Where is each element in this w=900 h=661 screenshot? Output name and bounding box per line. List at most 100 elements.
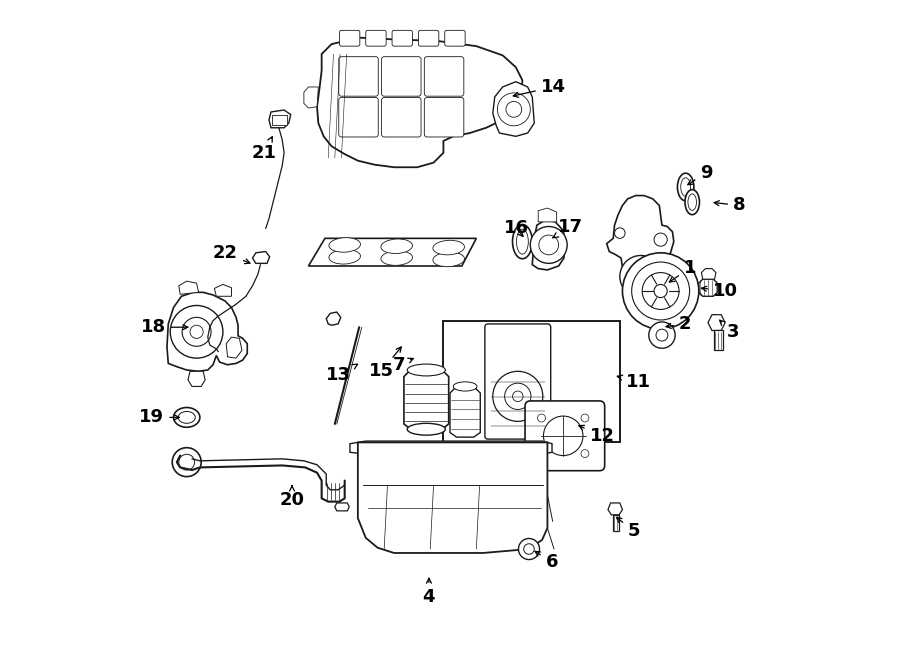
Polygon shape <box>450 387 481 437</box>
Circle shape <box>170 305 223 358</box>
Polygon shape <box>179 281 199 294</box>
FancyBboxPatch shape <box>339 30 360 46</box>
Text: 1: 1 <box>670 259 697 282</box>
Ellipse shape <box>688 194 697 210</box>
Text: 12: 12 <box>579 426 615 445</box>
Circle shape <box>649 322 675 348</box>
Polygon shape <box>358 442 547 553</box>
Text: 9: 9 <box>688 163 713 184</box>
Polygon shape <box>188 371 205 387</box>
Polygon shape <box>608 503 623 515</box>
Polygon shape <box>335 503 349 511</box>
Circle shape <box>498 93 530 126</box>
FancyBboxPatch shape <box>392 30 412 46</box>
Circle shape <box>581 414 589 422</box>
Circle shape <box>190 325 203 338</box>
Circle shape <box>620 255 662 297</box>
FancyBboxPatch shape <box>382 57 421 96</box>
Circle shape <box>506 101 522 117</box>
Circle shape <box>656 329 668 341</box>
Circle shape <box>654 284 667 297</box>
Text: 4: 4 <box>423 578 436 606</box>
Ellipse shape <box>178 411 195 423</box>
Text: 18: 18 <box>140 318 188 336</box>
Ellipse shape <box>433 241 464 255</box>
Polygon shape <box>532 220 565 270</box>
Bar <box>444 321 620 442</box>
Ellipse shape <box>678 173 694 201</box>
Text: 2: 2 <box>666 315 691 333</box>
Bar <box>613 515 619 531</box>
FancyBboxPatch shape <box>338 57 378 96</box>
Bar <box>273 115 287 125</box>
Ellipse shape <box>517 229 528 254</box>
Text: 15: 15 <box>369 347 401 380</box>
Text: 10: 10 <box>702 282 738 300</box>
Polygon shape <box>317 38 522 167</box>
FancyBboxPatch shape <box>338 97 378 137</box>
Polygon shape <box>708 315 725 330</box>
Text: 19: 19 <box>140 408 179 426</box>
Ellipse shape <box>328 249 361 264</box>
Polygon shape <box>701 268 716 279</box>
Polygon shape <box>304 87 319 108</box>
Circle shape <box>634 270 647 283</box>
FancyBboxPatch shape <box>382 97 421 137</box>
Text: 5: 5 <box>616 518 640 540</box>
Polygon shape <box>538 208 556 222</box>
Polygon shape <box>253 252 270 263</box>
Ellipse shape <box>174 408 200 427</box>
Polygon shape <box>404 370 449 429</box>
Text: 17: 17 <box>553 217 583 238</box>
Text: 22: 22 <box>213 245 250 264</box>
Circle shape <box>530 227 567 263</box>
Circle shape <box>493 371 543 421</box>
Circle shape <box>172 447 202 477</box>
Text: 14: 14 <box>513 78 566 97</box>
Circle shape <box>615 228 626 239</box>
Circle shape <box>581 449 589 457</box>
Ellipse shape <box>685 190 699 215</box>
Text: 21: 21 <box>251 137 276 162</box>
Circle shape <box>524 544 535 555</box>
Text: 8: 8 <box>715 196 746 214</box>
Ellipse shape <box>433 252 464 266</box>
Circle shape <box>512 391 523 402</box>
FancyBboxPatch shape <box>418 30 439 46</box>
Circle shape <box>518 539 539 560</box>
Text: 6: 6 <box>536 551 558 571</box>
Circle shape <box>200 348 216 364</box>
Circle shape <box>643 272 680 309</box>
Text: 3: 3 <box>720 320 739 342</box>
Polygon shape <box>493 82 535 136</box>
Circle shape <box>182 317 212 346</box>
Polygon shape <box>309 239 476 266</box>
FancyBboxPatch shape <box>365 30 386 46</box>
Ellipse shape <box>512 225 532 258</box>
Polygon shape <box>698 279 717 296</box>
Polygon shape <box>607 196 674 286</box>
Polygon shape <box>269 110 291 128</box>
Circle shape <box>537 449 545 457</box>
Text: 13: 13 <box>327 364 357 384</box>
Circle shape <box>632 262 689 320</box>
FancyBboxPatch shape <box>424 97 464 137</box>
FancyBboxPatch shape <box>424 57 464 96</box>
Polygon shape <box>327 312 341 325</box>
Bar <box>714 330 723 350</box>
Circle shape <box>179 454 194 470</box>
Circle shape <box>539 235 559 254</box>
Circle shape <box>544 416 583 455</box>
Polygon shape <box>214 284 231 296</box>
Ellipse shape <box>407 364 446 376</box>
Circle shape <box>505 383 531 409</box>
FancyBboxPatch shape <box>525 401 605 471</box>
Circle shape <box>654 233 667 247</box>
Circle shape <box>623 253 698 329</box>
Text: 16: 16 <box>504 219 529 237</box>
Ellipse shape <box>454 382 477 391</box>
Ellipse shape <box>407 423 446 435</box>
Polygon shape <box>350 441 552 454</box>
Text: 20: 20 <box>280 486 304 510</box>
FancyBboxPatch shape <box>445 30 465 46</box>
